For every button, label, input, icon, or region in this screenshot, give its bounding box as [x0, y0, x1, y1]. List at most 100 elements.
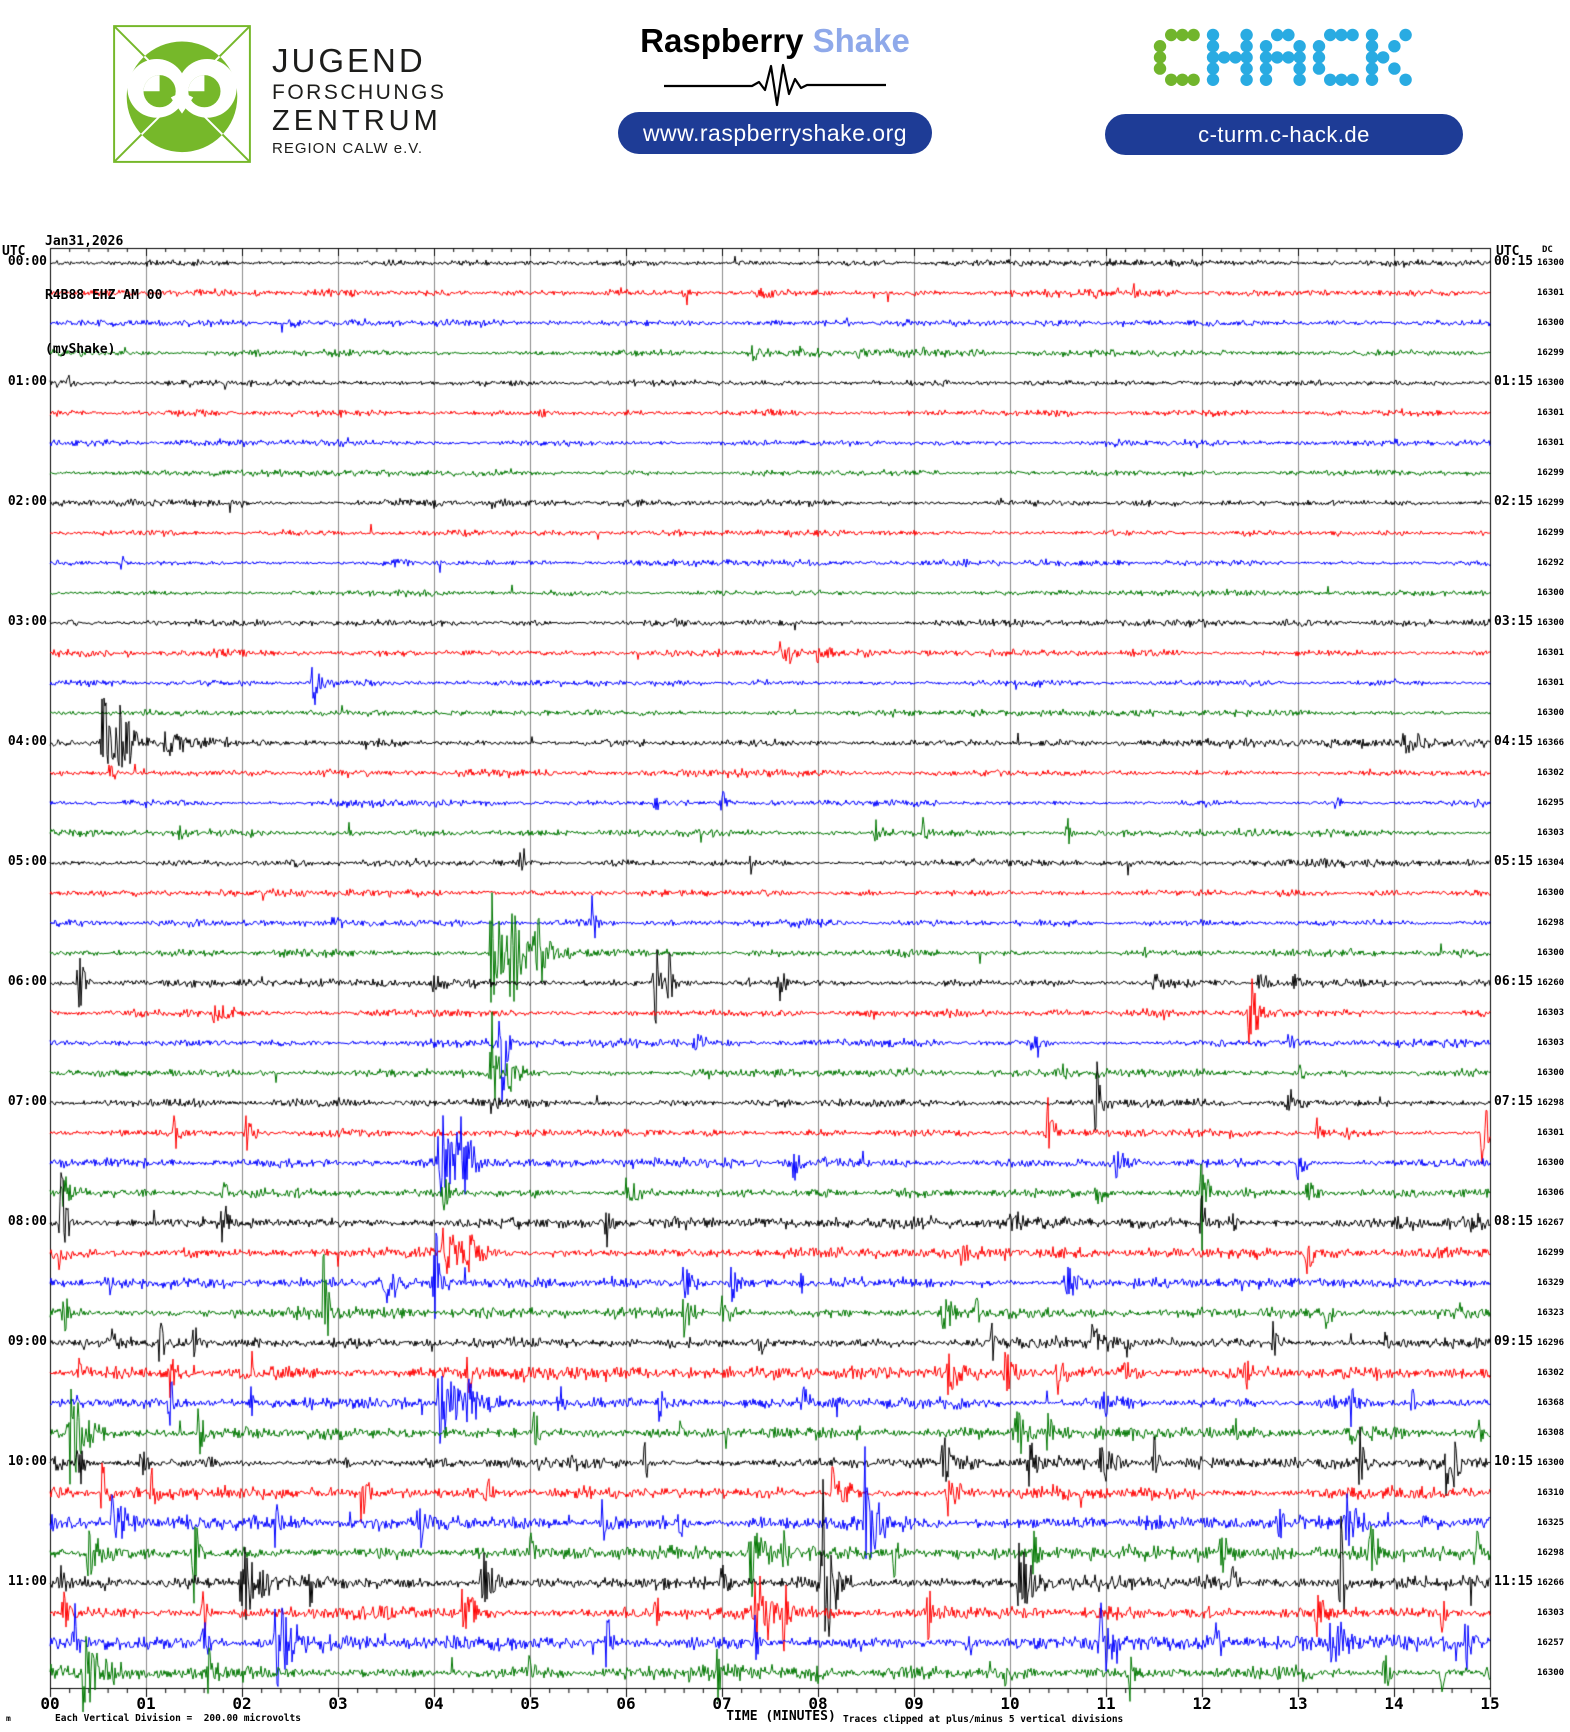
- chack-letters-icon: [1153, 28, 1412, 86]
- right-time-label: 03:15: [1494, 614, 1534, 629]
- dc-value-label: 16308: [1537, 1428, 1565, 1438]
- owl-logo-icon: [113, 25, 251, 163]
- utc-header-right: UTC: [1496, 244, 1520, 259]
- dc-value-label: 16301: [1537, 408, 1565, 418]
- dc-value-label: 16300: [1537, 1068, 1565, 1078]
- x-tick-label: 09: [904, 1694, 924, 1713]
- dc-value-label: 16292: [1537, 558, 1565, 568]
- left-time-label: 02:00: [7, 494, 47, 509]
- x-tick-label: 05: [520, 1694, 540, 1713]
- dc-value-label: 16304: [1537, 858, 1565, 868]
- x-tick-label: 03: [328, 1694, 348, 1713]
- x-axis-title: TIME (MINUTES): [726, 1709, 836, 1724]
- seismic-waveform-icon: [664, 63, 886, 107]
- x-tick-label: 11: [1096, 1694, 1116, 1713]
- station-info: Jan31,2026 R4B88 EHZ AM 00 (myShake): [45, 197, 162, 377]
- right-time-label: 01:15: [1494, 374, 1534, 389]
- x-tick-label: 08: [808, 1694, 828, 1713]
- dc-value-label: 16300: [1537, 948, 1565, 958]
- dc-value-label: 16300: [1537, 318, 1565, 328]
- utc-header-left: UTC: [2, 244, 26, 259]
- dc-value-label: 16300: [1537, 618, 1565, 628]
- dc-value-label: 16298: [1537, 918, 1565, 928]
- dc-value-label: 16299: [1537, 528, 1565, 538]
- dc-value-label: 16298: [1537, 1098, 1565, 1108]
- left-time-label: 07:00: [7, 1094, 47, 1109]
- left-time-label: 09:00: [7, 1334, 47, 1349]
- dc-value-label: 16260: [1537, 978, 1565, 988]
- x-tick-label: 06: [616, 1694, 636, 1713]
- dc-value-label: 16368: [1537, 1398, 1565, 1408]
- dc-value-label: 16325: [1537, 1518, 1565, 1528]
- jfz-line2: FORSCHUNGS: [272, 81, 447, 104]
- station-network: (myShake): [45, 342, 116, 357]
- dc-value-label: 16306: [1537, 1188, 1565, 1198]
- raspberry-shake-logo: Raspberry Shake: [620, 22, 930, 113]
- left-time-label: 06:00: [7, 974, 47, 989]
- left-time-label: 08:00: [7, 1214, 47, 1229]
- dc-value-label: 16298: [1537, 1548, 1565, 1558]
- left-time-label: 00:00: [7, 254, 47, 269]
- left-time-label: 04:00: [7, 734, 47, 749]
- jfz-logo: [112, 24, 252, 169]
- station-id: R4B88 EHZ AM 00: [45, 288, 163, 303]
- dc-value-label: 16303: [1537, 1008, 1565, 1018]
- dc-value-label: 16301: [1537, 1128, 1565, 1138]
- chack-link-button[interactable]: c-turm.c-hack.de: [1105, 114, 1463, 155]
- dc-value-label: 16296: [1537, 1338, 1565, 1348]
- left-time-label: 03:00: [7, 614, 47, 629]
- right-time-label: 07:15: [1494, 1094, 1534, 1109]
- x-tick-label: 04: [424, 1694, 444, 1713]
- right-time-label: 05:15: [1494, 854, 1534, 869]
- left-time-label: 05:00: [7, 854, 47, 869]
- dc-value-label: 16366: [1537, 738, 1565, 748]
- dc-value-label: 16300: [1537, 1668, 1565, 1678]
- dc-value-label: 16303: [1537, 828, 1565, 838]
- dc-value-label: 16300: [1537, 258, 1565, 268]
- x-tick-label: 00: [40, 1694, 60, 1713]
- x-tick-label: 12: [1192, 1694, 1212, 1713]
- raspberryshake-link-button[interactable]: www.raspberryshake.org: [618, 112, 932, 154]
- clipping-footnote: Traces clipped at plus/minus 5 vertical …: [843, 1714, 1124, 1725]
- dc-value-label: 16301: [1537, 678, 1565, 688]
- dc-value-label: 16300: [1537, 1458, 1565, 1468]
- chack-logo: [1152, 26, 1422, 101]
- raspberry-shake-wordmark: Raspberry Shake: [620, 22, 930, 60]
- x-tick-label: 14: [1384, 1694, 1404, 1713]
- right-time-label: 09:15: [1494, 1334, 1534, 1349]
- left-time-label: 11:00: [7, 1574, 47, 1589]
- right-time-label: 00:15: [1494, 254, 1534, 269]
- dc-value-label: 16303: [1537, 1038, 1565, 1048]
- left-time-label: 10:00: [7, 1454, 47, 1469]
- dc-value-label: 16303: [1537, 1608, 1565, 1618]
- dc-value-label: 16299: [1537, 348, 1565, 358]
- right-time-label: 10:15: [1494, 1454, 1534, 1469]
- x-tick-label: 15: [1480, 1694, 1500, 1713]
- right-time-label: 08:15: [1494, 1214, 1534, 1229]
- raspberry-text: Raspberry: [640, 22, 804, 59]
- right-time-label: 11:15: [1494, 1574, 1534, 1589]
- x-tick-label: 02: [232, 1694, 252, 1713]
- x-tick-label: 01: [136, 1694, 156, 1713]
- dc-value-label: 16301: [1537, 288, 1565, 298]
- dc-value-label: 16300: [1537, 1158, 1565, 1168]
- right-time-label: 02:15: [1494, 494, 1534, 509]
- dc-header: DC: [1542, 245, 1553, 255]
- dc-value-label: 16257: [1537, 1638, 1565, 1648]
- jfz-line1: JUGEND: [272, 42, 426, 79]
- jfz-line4: REGION CALW e.V.: [272, 140, 424, 157]
- dc-value-label: 16299: [1537, 1248, 1565, 1258]
- x-tick-label: 13: [1288, 1694, 1308, 1713]
- corner-glyph: m: [6, 1714, 11, 1723]
- right-time-label: 06:15: [1494, 974, 1534, 989]
- dc-value-label: 16323: [1537, 1308, 1565, 1318]
- station-date: Jan31,2026: [45, 234, 124, 249]
- dc-value-label: 16266: [1537, 1578, 1565, 1588]
- left-time-label: 01:00: [7, 374, 47, 389]
- dc-value-label: 16299: [1537, 468, 1565, 478]
- dc-value-label: 16302: [1537, 1368, 1565, 1378]
- scale-footnote: Each Vertical Division = 200.00 microvol…: [55, 1713, 301, 1724]
- jfz-wordmark: JUGEND FORSCHUNGS ZENTRUM REGION CALW e.…: [272, 44, 446, 156]
